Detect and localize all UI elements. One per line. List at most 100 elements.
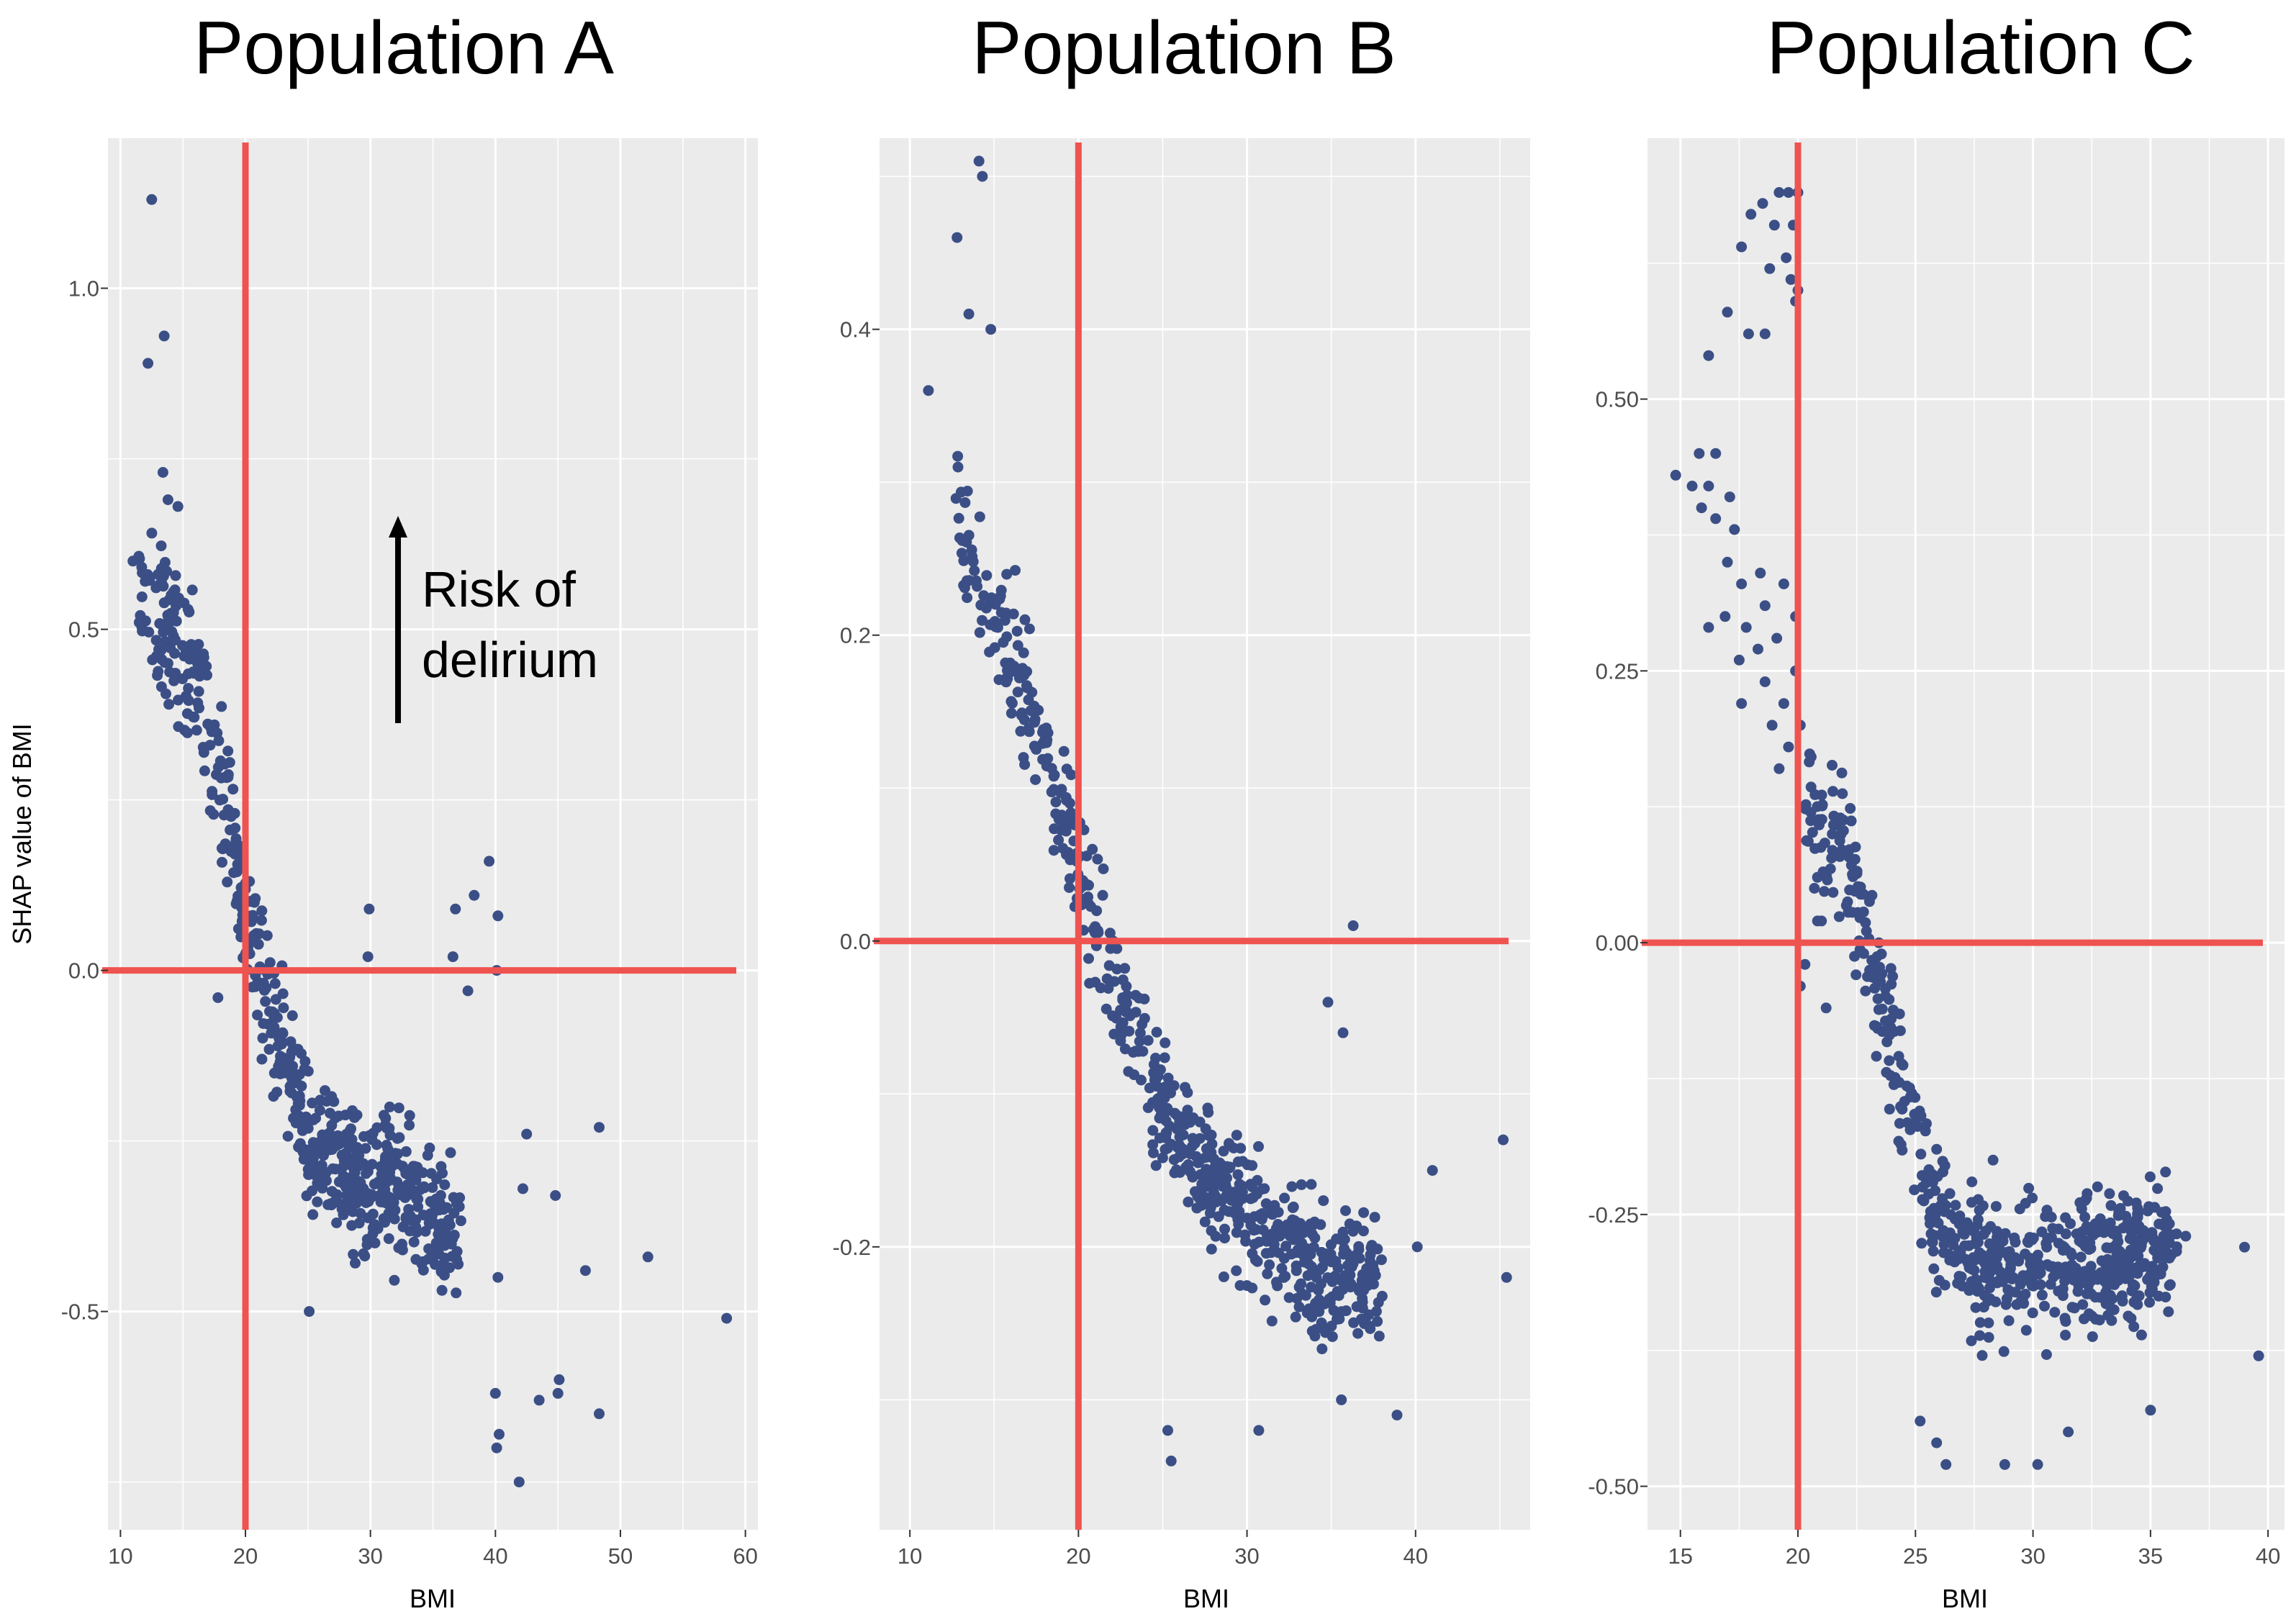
scatter-point bbox=[408, 1236, 420, 1248]
scatter-point bbox=[970, 575, 982, 586]
scatter-point bbox=[1253, 1425, 1265, 1436]
scatter-point bbox=[1935, 1199, 1946, 1211]
scatter-point bbox=[2128, 1297, 2140, 1308]
scatter-point bbox=[1201, 1143, 1212, 1154]
scatter-point bbox=[2039, 1300, 2050, 1312]
x-tick-label: 40 bbox=[1404, 1543, 1428, 1569]
scatter-point bbox=[1979, 1266, 1991, 1277]
scatter-point bbox=[1062, 812, 1074, 824]
scatter-point bbox=[1764, 263, 1776, 274]
scatter-point bbox=[1316, 1343, 1328, 1355]
scatter-point bbox=[974, 511, 985, 522]
scatter-point bbox=[2020, 1197, 2031, 1209]
scatter-point bbox=[2060, 1228, 2071, 1240]
scatter-point bbox=[1268, 1239, 1280, 1251]
scatter-point bbox=[1987, 1154, 1999, 1166]
scatter-point bbox=[358, 1248, 369, 1259]
scatter-point bbox=[260, 996, 271, 1007]
y-tick-label: -0.50 bbox=[1588, 1474, 1639, 1500]
scatter-point bbox=[186, 584, 198, 596]
scatter-point bbox=[1836, 767, 1848, 779]
scatter-point bbox=[2128, 1321, 2140, 1333]
scatter-point bbox=[278, 1002, 289, 1014]
panel-c-y-ticks: -0.50 -0.25 0.00 0.25 0.50 bbox=[1588, 387, 1648, 1500]
scatter-point bbox=[1740, 622, 1752, 633]
scatter-point bbox=[1852, 881, 1863, 892]
scatter-point bbox=[1954, 1210, 1966, 1222]
scatter-point bbox=[1235, 1143, 1247, 1154]
scatter-point bbox=[133, 617, 145, 628]
scatter-point bbox=[1247, 1160, 1258, 1171]
scatter-point bbox=[1819, 886, 1830, 897]
scatter-point bbox=[307, 1185, 317, 1197]
scatter-point bbox=[2074, 1197, 2086, 1208]
scatter-point bbox=[277, 988, 289, 999]
scatter-point bbox=[2147, 1231, 2159, 1243]
x-tick-label: 15 bbox=[1668, 1543, 1692, 1569]
scatter-point bbox=[150, 635, 162, 646]
scatter-point bbox=[1084, 978, 1095, 989]
scatter-point bbox=[158, 330, 170, 342]
scatter-point bbox=[367, 1208, 379, 1220]
scatter-point bbox=[1083, 953, 1094, 964]
scatter-point bbox=[553, 1374, 565, 1385]
scatter-point bbox=[155, 645, 167, 656]
scatter-point bbox=[1049, 823, 1060, 835]
scatter-point bbox=[1694, 448, 1705, 459]
scatter-point bbox=[1350, 1250, 1361, 1261]
scatter-point bbox=[2171, 1246, 2182, 1257]
scatter-point bbox=[2022, 1237, 2034, 1248]
scatter-point bbox=[1337, 1027, 1349, 1038]
scatter-point bbox=[1771, 632, 1783, 644]
scatter-point bbox=[189, 712, 200, 723]
scatter-point bbox=[2010, 1236, 2021, 1248]
scatter-point bbox=[1325, 1248, 1337, 1260]
scatter-point bbox=[1124, 1010, 1136, 1022]
scatter-point bbox=[1858, 948, 1869, 959]
annotation-line-2: delirium bbox=[422, 632, 598, 688]
scatter-point bbox=[407, 1161, 419, 1172]
scatter-point bbox=[995, 590, 1006, 602]
scatter-point bbox=[1353, 1241, 1365, 1252]
scatter-point bbox=[1733, 654, 1745, 666]
scatter-point bbox=[253, 978, 264, 989]
scatter-point bbox=[385, 1173, 397, 1184]
scatter-point bbox=[1247, 1181, 1258, 1192]
scatter-point bbox=[1231, 1265, 1242, 1276]
scatter-point bbox=[2066, 1302, 2078, 1313]
scatter-point bbox=[953, 512, 964, 524]
scatter-point bbox=[1148, 1147, 1159, 1158]
scatter-point bbox=[1703, 350, 1714, 361]
scatter-point bbox=[1213, 1211, 1224, 1223]
scatter-point bbox=[1852, 907, 1863, 918]
scatter-point bbox=[1291, 1293, 1303, 1304]
scatter-point bbox=[451, 1287, 462, 1299]
scatter-point bbox=[161, 688, 171, 699]
scatter-point bbox=[2163, 1306, 2174, 1318]
scatter-point bbox=[1152, 1071, 1164, 1082]
scatter-point bbox=[1703, 481, 1714, 491]
y-tick-label: -0.2 bbox=[833, 1235, 871, 1260]
scatter-point bbox=[1927, 1176, 1938, 1188]
panel-c-background bbox=[1648, 138, 2284, 1530]
scatter-point bbox=[1159, 1052, 1170, 1064]
panel-b-title: Population B bbox=[972, 6, 1396, 90]
scatter-point bbox=[227, 784, 239, 795]
x-tick-label: 20 bbox=[1066, 1543, 1090, 1569]
scatter-point bbox=[213, 735, 225, 746]
scatter-point bbox=[1265, 1203, 1277, 1215]
scatter-point bbox=[1863, 896, 1875, 907]
scatter-point bbox=[1357, 1292, 1368, 1304]
scatter-point bbox=[2092, 1181, 2103, 1192]
scatter-point bbox=[1050, 808, 1062, 820]
scatter-point bbox=[2142, 1205, 2153, 1217]
scatter-point bbox=[1953, 1218, 1965, 1230]
y-tick-label: 0.4 bbox=[840, 317, 871, 343]
scatter-point bbox=[956, 548, 967, 559]
scatter-point bbox=[1162, 1425, 1173, 1436]
scatter-point bbox=[1288, 1234, 1299, 1246]
scatter-point bbox=[2003, 1315, 2015, 1326]
scatter-point bbox=[137, 567, 148, 579]
scatter-point bbox=[1759, 676, 1771, 687]
scatter-point bbox=[429, 1244, 440, 1256]
